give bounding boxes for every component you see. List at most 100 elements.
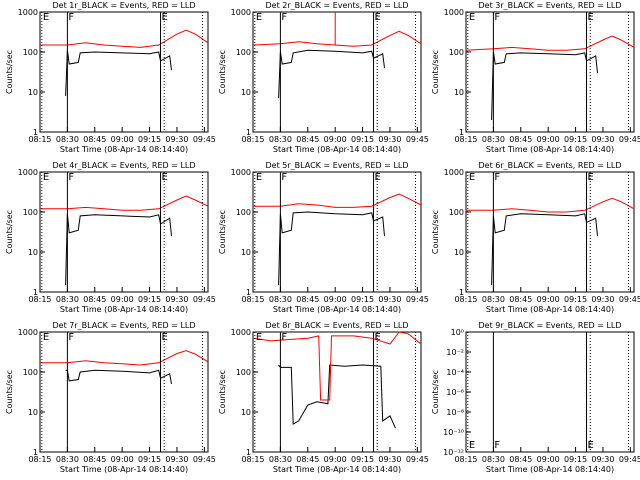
y-tick-label: 1000 [444, 168, 464, 177]
series-line [40, 29, 209, 48]
event-label: E [162, 12, 168, 23]
x-tick-label: 09:15 [351, 135, 374, 144]
y-tick-label: 1000 [18, 328, 38, 337]
plot-frame [465, 331, 635, 453]
y-tick-label: 10⁻⁸ [446, 408, 464, 417]
x-tick-label: 09:00 [537, 295, 560, 304]
series-line [491, 213, 598, 286]
plot-frame [39, 11, 209, 133]
event-label: E [256, 12, 262, 23]
series-line [65, 50, 172, 96]
y-tick-label: 100 [23, 208, 38, 217]
event-label: E [256, 172, 262, 183]
y-tick-label: 10⁻² [446, 348, 464, 357]
x-tick-label: 08:30 [56, 455, 79, 464]
x-tick-label: 09:30 [378, 135, 401, 144]
x-tick-label: 09:15 [138, 455, 161, 464]
x-tick-label: 09:00 [111, 135, 134, 144]
y-tick-label: 10 [28, 248, 38, 257]
chart-title: Det 7r_BLACK = Events, RED = LLD [52, 321, 195, 330]
y-tick-label: 100 [236, 48, 251, 57]
x-tick-label: 09:30 [165, 295, 188, 304]
event-label: F [281, 172, 287, 183]
event-label: E [43, 172, 49, 183]
event-label: F [68, 172, 74, 183]
plot-frame [465, 171, 635, 293]
y-axis-label: Counts/sec [5, 210, 14, 254]
x-axis-label: Start Time (08-Apr-14 08:14:40) [486, 465, 614, 474]
event-label: E [256, 332, 262, 343]
x-tick-label: 09:45 [619, 295, 640, 304]
y-tick-label: 100 [23, 368, 38, 377]
x-axis-label: Start Time (08-Apr-14 08:14:40) [60, 465, 188, 474]
x-tick-label: 09:00 [324, 135, 347, 144]
x-tick-label: 08:15 [454, 135, 477, 144]
x-axis-label: Start Time (08-Apr-14 08:14:40) [486, 305, 614, 314]
chart-title: Det 9r_BLACK = Events, RED = LLD [478, 321, 621, 330]
x-tick-label: 08:15 [454, 295, 477, 304]
x-tick-label: 09:45 [193, 455, 216, 464]
event-label: E [588, 12, 594, 23]
event-label: F [494, 12, 500, 23]
y-axis-label: Counts/sec [5, 370, 14, 414]
x-tick-label: 09:15 [138, 135, 161, 144]
event-label: E [469, 440, 475, 451]
x-tick-label: 08:15 [28, 295, 51, 304]
series-line [252, 331, 422, 401]
y-axis-label: Counts/sec [218, 50, 227, 94]
series-line [253, 193, 422, 208]
series-line [65, 369, 172, 385]
x-tick-label: 09:15 [351, 295, 374, 304]
x-tick-label: 09:00 [111, 455, 134, 464]
y-tick-label: 1 [459, 288, 464, 297]
x-tick-label: 09:45 [406, 295, 429, 304]
y-tick-label: 100 [236, 368, 251, 377]
y-tick-label: 1000 [231, 168, 251, 177]
y-axis-label: Counts/sec [218, 370, 227, 414]
x-tick-label: 08:30 [482, 455, 505, 464]
x-axis-label: Start Time (08-Apr-14 08:14:40) [273, 145, 401, 154]
x-tick-label: 09:45 [193, 135, 216, 144]
event-label: E [588, 440, 594, 451]
x-tick-label: 09:45 [406, 455, 429, 464]
x-tick-label: 09:30 [165, 455, 188, 464]
chart-title: Det 3r_BLACK = Events, RED = LLD [478, 1, 621, 10]
x-tick-label: 08:30 [269, 135, 292, 144]
x-tick-label: 09:15 [564, 135, 587, 144]
x-tick-label: 08:15 [28, 455, 51, 464]
chart-title: Det 1r_BLACK = Events, RED = LLD [52, 1, 195, 10]
x-tick-label: 09:00 [324, 295, 347, 304]
x-tick-label: 09:15 [564, 295, 587, 304]
y-tick-label: 1 [33, 288, 38, 297]
event-label: E [162, 172, 168, 183]
x-tick-label: 08:45 [509, 455, 532, 464]
x-tick-label: 09:45 [193, 295, 216, 304]
y-axis-label: Counts/sec [431, 210, 440, 254]
series-line [40, 350, 209, 366]
x-tick-label: 08:30 [56, 295, 79, 304]
x-axis-label: Start Time (08-Apr-14 08:14:40) [60, 305, 188, 314]
event-label: E [588, 172, 594, 183]
series-line [252, 12, 422, 47]
x-tick-label: 09:15 [351, 455, 374, 464]
y-tick-label: 1000 [18, 168, 38, 177]
x-tick-label: 09:45 [619, 135, 640, 144]
x-tick-label: 08:45 [296, 295, 319, 304]
series-line [40, 195, 209, 211]
event-label: E [469, 172, 475, 183]
chart-title: Det 8r_BLACK = Events, RED = LLD [265, 321, 408, 330]
plot-frame [465, 11, 635, 133]
x-tick-label: 09:30 [591, 455, 614, 464]
x-tick-label: 09:00 [324, 455, 347, 464]
chart-title: Det 4r_BLACK = Events, RED = LLD [52, 161, 195, 170]
event-label: E [43, 12, 49, 23]
event-label: F [68, 12, 74, 23]
series-line [278, 364, 396, 429]
x-tick-label: 09:30 [165, 135, 188, 144]
x-tick-label: 09:30 [378, 455, 401, 464]
x-tick-label: 09:00 [537, 135, 560, 144]
event-label: E [162, 332, 168, 343]
chart-title: Det 6r_BLACK = Events, RED = LLD [478, 161, 621, 170]
y-tick-label: 1 [33, 128, 38, 137]
x-tick-label: 08:45 [83, 135, 106, 144]
